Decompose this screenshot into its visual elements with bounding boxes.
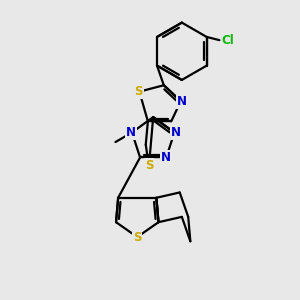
Text: S: S: [133, 230, 142, 244]
Text: N: N: [126, 126, 136, 139]
Text: S: S: [134, 85, 142, 98]
Text: N: N: [170, 126, 180, 139]
Text: S: S: [145, 159, 153, 172]
Text: Cl: Cl: [221, 34, 234, 46]
Text: N: N: [161, 151, 171, 164]
Text: N: N: [177, 95, 187, 108]
